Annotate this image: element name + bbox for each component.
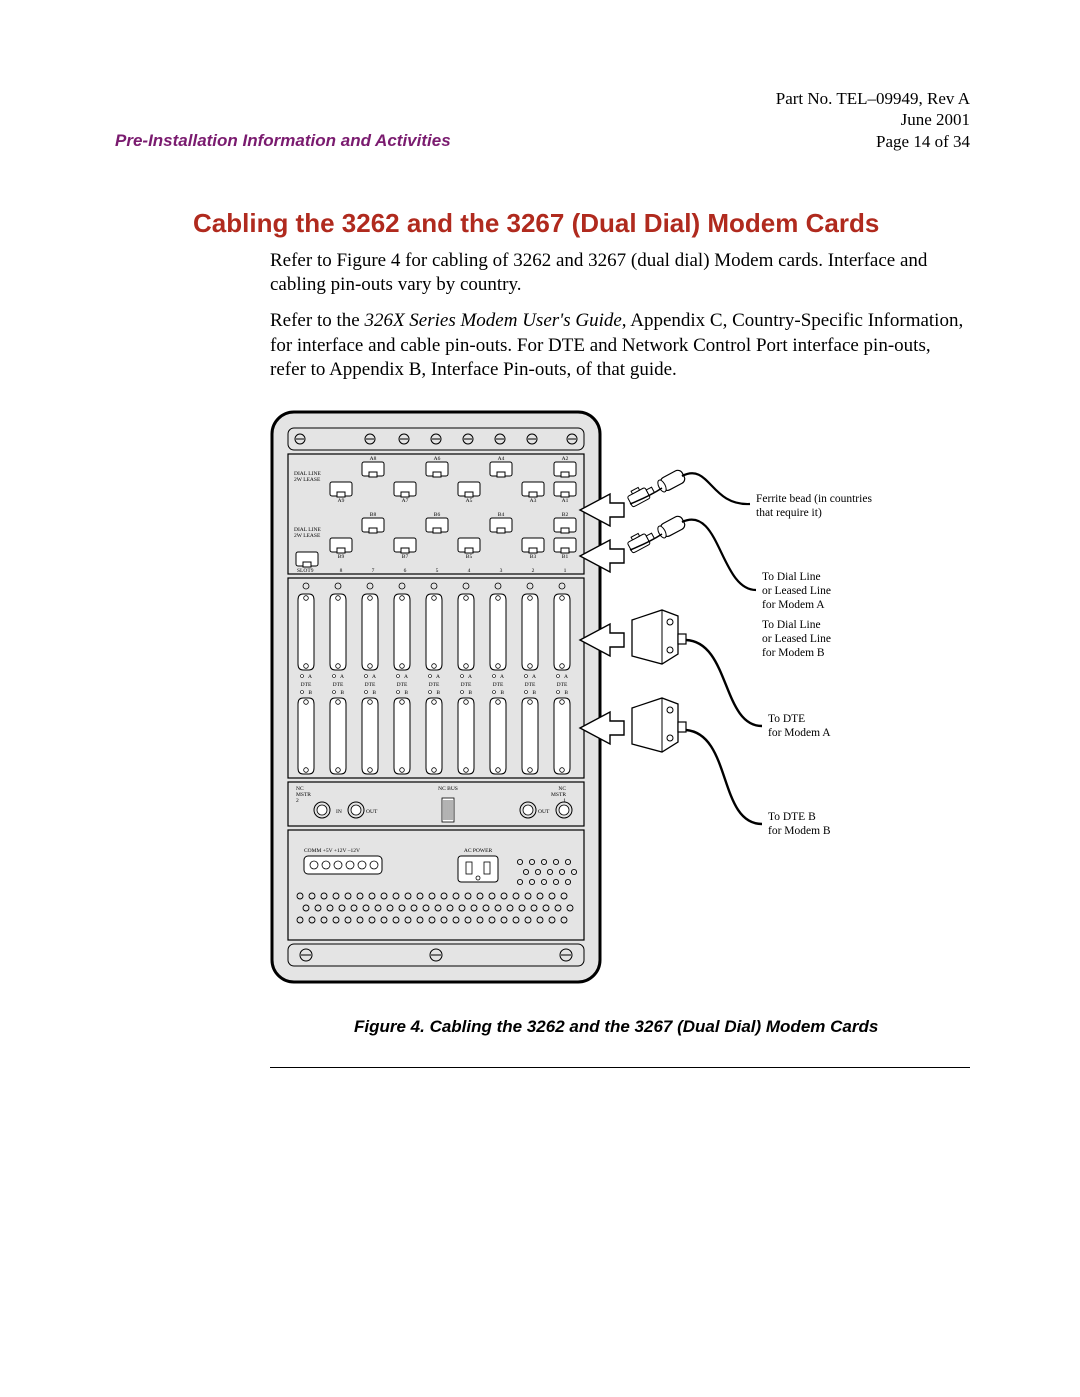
- doc-date: June 2001: [776, 109, 970, 130]
- svg-text:B: B: [404, 690, 408, 696]
- svg-text:A5: A5: [466, 498, 473, 504]
- svg-text:OUT: OUT: [366, 809, 378, 815]
- svg-text:A8: A8: [370, 456, 377, 462]
- paragraph-2: Refer to the 326X Series Modem User's Gu…: [270, 309, 970, 382]
- callout-dlA-c: for Modem A: [762, 599, 825, 611]
- p2-lead: Refer to the: [270, 310, 364, 331]
- callout-ferrite-b: that require it): [756, 507, 822, 519]
- svg-text:B: B: [372, 690, 376, 696]
- svg-text:8: 8: [340, 568, 343, 574]
- callout-dteA-a: To DTE: [768, 713, 805, 725]
- page-header: Pre-Installation Information and Activit…: [115, 88, 970, 152]
- main-content: Cabling the 3262 and the 3267 (Dual Dial…: [115, 208, 970, 1069]
- figure-caption: Figure 4. Cabling the 3262 and the 3267 …: [354, 1017, 970, 1037]
- svg-text:4: 4: [468, 568, 471, 574]
- modem-cabling-diagram: A8A6A4A2 A9A7A5A3A1 B8B6B4B2 B9B7B5B3B1 …: [270, 410, 890, 986]
- svg-text:B6: B6: [434, 512, 441, 518]
- svg-text:3: 3: [500, 568, 503, 574]
- callout-dteB-a: To DTE B: [768, 811, 816, 823]
- svg-text:B9: B9: [338, 554, 345, 560]
- slot9-label: SLOT9: [297, 568, 314, 574]
- svg-text:B2: B2: [562, 512, 569, 518]
- svg-text:A6: A6: [434, 456, 441, 462]
- svg-text:DTE: DTE: [525, 682, 536, 688]
- svg-text:DTE: DTE: [461, 682, 472, 688]
- svg-text:A3: A3: [530, 498, 537, 504]
- svg-text:B: B: [436, 690, 440, 696]
- svg-text:A2: A2: [562, 456, 569, 462]
- paragraph-1: Refer to Figure 4 for cabling of 3262 an…: [270, 249, 970, 298]
- svg-text:B: B: [468, 690, 472, 696]
- comm-label: COMM +5V +12V –12V: [304, 848, 360, 854]
- svg-text:B3: B3: [530, 554, 537, 560]
- heading: Cabling the 3262 and the 3267 (Dual Dial…: [193, 208, 970, 239]
- svg-text:A: A: [308, 674, 312, 680]
- nc-bus-label: NC BUS: [438, 786, 458, 792]
- svg-text:B: B: [308, 690, 312, 696]
- svg-text:B4: B4: [498, 512, 505, 518]
- svg-text:OUT: OUT: [538, 809, 550, 815]
- svg-text:B5: B5: [466, 554, 473, 560]
- p2-em: 326X Series Modem User's Guide: [364, 310, 621, 331]
- svg-text:A: A: [404, 674, 408, 680]
- part-number: Part No. TEL–09949, Rev A: [776, 88, 970, 109]
- section-title: Pre-Installation Information and Activit…: [115, 130, 451, 152]
- header-meta: Part No. TEL–09949, Rev A June 2001 Page…: [776, 88, 970, 152]
- callout-dlB-a: To Dial Line: [762, 619, 821, 631]
- callout-ferrite-a: Ferrite bead (in countries: [756, 493, 872, 505]
- callout-dlB-b: or Leased Line: [762, 633, 831, 645]
- svg-text:A: A: [564, 674, 568, 680]
- svg-text:5: 5: [436, 568, 439, 574]
- svg-text:B7: B7: [402, 554, 409, 560]
- svg-text:A: A: [532, 674, 536, 680]
- page-number: Page 14 of 34: [776, 131, 970, 152]
- ac-power-label: AC POWER: [464, 848, 493, 854]
- figure-4: A8A6A4A2 A9A7A5A3A1 B8B6B4B2 B9B7B5B3B1 …: [270, 410, 970, 1068]
- svg-text:2: 2: [296, 798, 299, 804]
- svg-text:A1: A1: [562, 498, 569, 504]
- callout-dteB-b: for Modem B: [768, 825, 831, 837]
- svg-text:A: A: [340, 674, 344, 680]
- callout-dlA-a: To Dial Line: [762, 571, 821, 583]
- section-rule: [270, 1067, 970, 1068]
- svg-text:B8: B8: [370, 512, 377, 518]
- svg-text:2: 2: [532, 568, 535, 574]
- svg-text:IN: IN: [336, 809, 342, 815]
- svg-text:A: A: [436, 674, 440, 680]
- svg-text:A: A: [468, 674, 472, 680]
- svg-text:DTE: DTE: [365, 682, 376, 688]
- callout-dteA-b: for Modem A: [768, 727, 831, 739]
- dial-line-a-label2: 2W LEASE: [294, 477, 321, 483]
- svg-text:DTE: DTE: [429, 682, 440, 688]
- svg-text:B1: B1: [562, 554, 569, 560]
- svg-text:B: B: [564, 690, 568, 696]
- svg-text:A4: A4: [498, 456, 505, 462]
- svg-text:7: 7: [372, 568, 375, 574]
- svg-text:B: B: [500, 690, 504, 696]
- svg-text:A: A: [372, 674, 376, 680]
- svg-text:DTE: DTE: [493, 682, 504, 688]
- svg-text:A9: A9: [338, 498, 345, 504]
- svg-text:DTE: DTE: [301, 682, 312, 688]
- svg-text:1: 1: [564, 568, 567, 574]
- svg-text:DTE: DTE: [557, 682, 568, 688]
- svg-text:B: B: [340, 690, 344, 696]
- svg-text:DTE: DTE: [397, 682, 408, 688]
- svg-text:B: B: [532, 690, 536, 696]
- callout-dlB-c: for Modem B: [762, 647, 825, 659]
- dial-line-b-label2: 2W LEASE: [294, 533, 321, 539]
- svg-text:A7: A7: [402, 498, 409, 504]
- svg-text:6: 6: [404, 568, 407, 574]
- svg-text:DTE: DTE: [333, 682, 344, 688]
- svg-text:A: A: [500, 674, 504, 680]
- callout-dlA-b: or Leased Line: [762, 585, 831, 597]
